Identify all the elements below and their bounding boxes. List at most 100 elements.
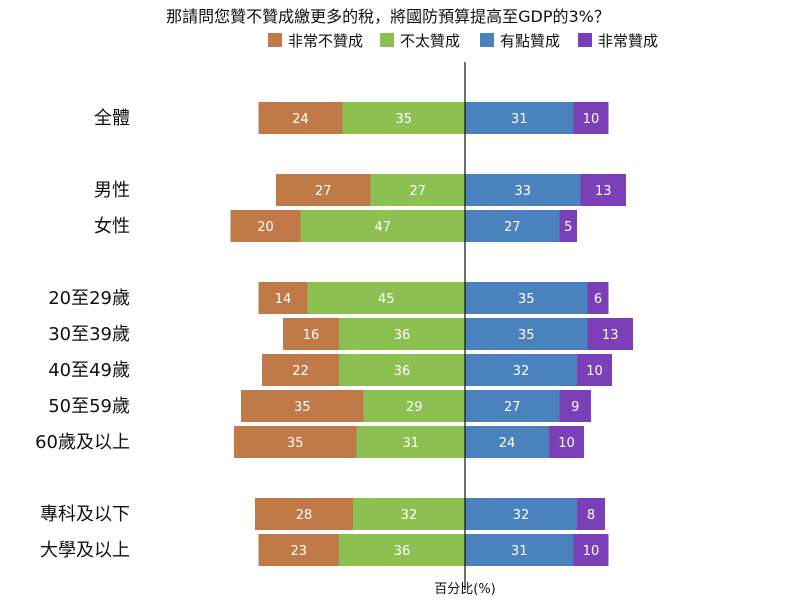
legend-swatch xyxy=(268,33,282,47)
chart-title: 那請問您贊不贊成繳更多的稅，將國防預算提高至GDP的3%？ xyxy=(166,7,610,26)
legend-swatch xyxy=(380,33,394,47)
bar-segment xyxy=(258,534,339,566)
data-label: 20 xyxy=(257,220,274,235)
bar-segment xyxy=(342,102,465,134)
data-label: 35 xyxy=(287,436,304,451)
data-label: 8 xyxy=(587,508,595,523)
data-label: 13 xyxy=(602,328,619,343)
legend-swatch xyxy=(578,33,592,47)
bar-segment xyxy=(241,390,364,422)
bar-segment xyxy=(580,174,626,206)
category-label: 60歲及以上 xyxy=(35,432,130,453)
bar-segment xyxy=(587,282,609,314)
data-label: 29 xyxy=(406,400,423,415)
bar-segment xyxy=(465,282,588,314)
category-label: 40至49歲 xyxy=(48,360,130,381)
bar-segment xyxy=(577,354,612,386)
category-label: 全體 xyxy=(94,108,130,129)
data-label: 27 xyxy=(315,184,332,199)
data-label: 36 xyxy=(394,328,411,343)
data-label: 24 xyxy=(499,436,516,451)
data-label: 6 xyxy=(594,292,602,307)
data-label: 33 xyxy=(514,184,531,199)
bar-segment xyxy=(363,390,465,422)
legend-label: 非常贊成 xyxy=(598,32,658,50)
data-label: 22 xyxy=(292,364,309,379)
data-label: 32 xyxy=(513,508,530,523)
data-label: 24 xyxy=(292,112,309,127)
data-label: 31 xyxy=(511,544,528,559)
bar-segment xyxy=(307,282,465,314)
data-label: 36 xyxy=(394,544,411,559)
category-label: 30至39歲 xyxy=(48,324,130,345)
data-label: 35 xyxy=(395,112,412,127)
data-label: 32 xyxy=(401,508,418,523)
bar-segment xyxy=(300,210,465,242)
data-label: 10 xyxy=(586,364,603,379)
bar-segment xyxy=(370,174,465,206)
bar-segment xyxy=(573,534,609,566)
category-label: 專科及以下 xyxy=(40,504,130,525)
bar-segment xyxy=(465,534,574,566)
category-label: 男性 xyxy=(94,180,130,201)
bar-segment xyxy=(465,498,577,530)
bar-segment xyxy=(339,318,465,350)
bar-segment xyxy=(465,174,581,206)
legend: 非常不贊成 不太贊成 有點贊成 非常贊成 xyxy=(268,32,658,50)
bars-group: 全體 35 24 31 10 男性 27 27 33 13 女性 47 20 27 5 20至29歲 45 14 3… xyxy=(35,102,633,566)
bar-segment xyxy=(465,210,560,242)
category-label: 20至29歲 xyxy=(48,288,130,309)
bar-segment xyxy=(230,210,301,242)
bar-segment xyxy=(262,354,339,386)
data-label: 27 xyxy=(409,184,426,199)
bar-segment xyxy=(559,390,591,422)
legend-label: 有點贊成 xyxy=(500,32,560,50)
bar-segment xyxy=(339,354,465,386)
bar-segment xyxy=(255,498,353,530)
data-label: 47 xyxy=(374,220,391,235)
bar-segment xyxy=(549,426,584,458)
data-label: 23 xyxy=(290,544,307,559)
data-label: 27 xyxy=(504,400,521,415)
bar-segment xyxy=(283,318,339,350)
legend-label: 不太贊成 xyxy=(400,32,460,50)
bar-segment xyxy=(356,426,465,458)
legend-swatch xyxy=(480,33,494,47)
data-label: 10 xyxy=(583,544,600,559)
data-label: 35 xyxy=(294,400,311,415)
bar-segment xyxy=(465,354,577,386)
data-label: 31 xyxy=(402,436,419,451)
bar-segment xyxy=(559,210,577,242)
legend-label: 非常不贊成 xyxy=(288,32,363,50)
bar-segment xyxy=(353,498,465,530)
category-label: 大學及以上 xyxy=(40,540,130,561)
bar-segment xyxy=(234,426,357,458)
data-label: 35 xyxy=(518,328,535,343)
bar-segment xyxy=(587,318,633,350)
category-label: 50至59歲 xyxy=(48,396,130,417)
data-label: 31 xyxy=(511,112,528,127)
data-label: 14 xyxy=(275,292,292,307)
bar-segment xyxy=(339,534,465,566)
x-axis-label: 百分比(%) xyxy=(434,582,496,597)
data-label: 10 xyxy=(583,112,600,127)
bar-segment xyxy=(465,390,560,422)
bar-segment xyxy=(258,282,308,314)
data-label: 32 xyxy=(513,364,530,379)
bar-segment xyxy=(465,318,588,350)
category-label: 女性 xyxy=(94,216,130,237)
data-label: 45 xyxy=(378,292,395,307)
bar-segment xyxy=(465,102,574,134)
bar-segment xyxy=(573,102,609,134)
data-label: 9 xyxy=(571,400,579,415)
data-label: 28 xyxy=(296,508,313,523)
data-label: 16 xyxy=(303,328,320,343)
bar-segment xyxy=(258,102,343,134)
bar-segment xyxy=(276,174,371,206)
data-label: 13 xyxy=(595,184,612,199)
data-label: 10 xyxy=(558,436,575,451)
bar-segment xyxy=(465,426,549,458)
data-label: 5 xyxy=(564,220,572,235)
data-label: 27 xyxy=(504,220,521,235)
